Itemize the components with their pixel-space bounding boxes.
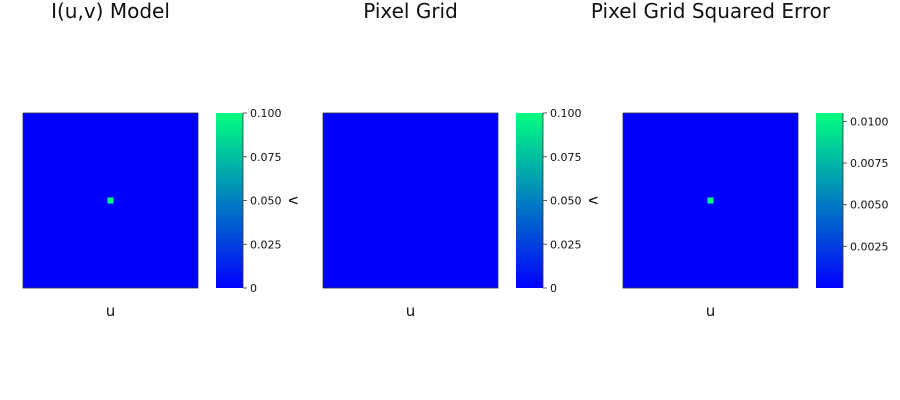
colorbar [516, 113, 543, 288]
plot-frame [322, 112, 499, 289]
colorbar-tick-label: 0.100 [550, 107, 582, 120]
colorbar [816, 113, 843, 288]
colorbar-tick-label: 0 [550, 282, 557, 295]
chart-title: Pixel Grid Squared Error [591, 0, 831, 23]
colorbar-tick-label: 0.050 [250, 195, 282, 208]
x-axis-label: u [106, 302, 116, 320]
y-axis-label: v [585, 196, 603, 205]
y-axis-label: v [285, 196, 303, 205]
heatmap-panel: I(u,v) Model u 0 0.025 0.050 0.075 0.100 v [22, 0, 303, 320]
colorbar-tick-label: 0.100 [250, 107, 282, 120]
colorbar-tick-label: 0.0075 [850, 157, 889, 170]
colorbar-tick-label: 0.0025 [850, 240, 889, 253]
heatmap-area [323, 113, 498, 288]
colorbar-tick-label: 0.0050 [850, 199, 889, 212]
colorbar-tick-label: 0.0100 [850, 115, 889, 128]
hot-pixel [107, 197, 114, 204]
plot-frame [22, 112, 199, 289]
colorbar-tick-label: 0 [250, 282, 257, 295]
chart-title: Pixel Grid [363, 0, 458, 23]
x-axis-label: u [706, 302, 716, 320]
colorbar-tick-label: 0.075 [250, 151, 282, 164]
colorbar-tick-label: 0.025 [550, 238, 582, 251]
x-axis-label: u [406, 302, 416, 320]
chart-title: I(u,v) Model [51, 0, 170, 23]
heatmap-panel: Pixel Grid u 0 0.025 0.050 0.075 0.100 v [322, 0, 603, 320]
colorbar-tick-label: 0.050 [550, 195, 582, 208]
hot-pixel [707, 197, 714, 204]
plot-frame [622, 112, 799, 289]
heatmap-panel: Pixel Grid Squared Error u 0.0025 0.0050 0.0… [591, 0, 889, 320]
colorbar [216, 113, 243, 288]
colorbar-tick-label: 0.075 [550, 151, 582, 164]
colorbar-tick-label: 0.025 [250, 238, 282, 251]
